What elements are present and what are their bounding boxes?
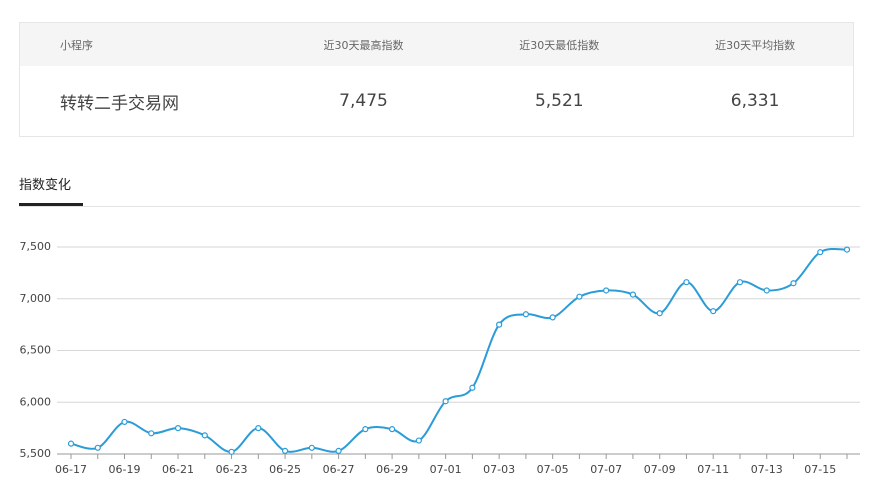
data-point [148,430,155,437]
data-point [790,280,797,287]
table-cell: 6,331 [730,91,780,111]
data-point [389,426,396,433]
x-tick-label: 07-15 [804,463,836,476]
tab[interactable]: 指数变化 [19,178,72,193]
data-point [817,249,824,256]
table-cell: 5,521 [534,91,584,111]
x-tick-label: 06-17 [55,463,87,476]
y-tick-label: 7,000 [20,292,52,305]
x-tick-label: 07-07 [590,463,622,476]
data-point [763,287,770,294]
data-point [121,418,128,426]
header-cell: 近30天最低指数 [519,38,600,52]
y-tick-label: 5,500 [20,447,52,460]
x-tick-label: 07-05 [537,463,569,476]
data-point [576,293,583,300]
data-point [710,308,717,315]
data-point [174,425,182,432]
x-tick-label: 06-21 [162,463,194,476]
x-tick-label: 07-01 [430,463,462,476]
header-cell: 近30天最高指数 [323,38,404,52]
data-point [67,440,75,447]
x-tick-label: 06-25 [269,463,301,476]
y-tick-label: 7,500 [20,240,52,253]
data-point [629,291,637,298]
x-tick-label: 06-27 [323,463,355,476]
x-tick-label: 07-11 [697,463,729,476]
data-point [281,447,289,454]
x-tick-label: 06-19 [109,463,141,476]
tab-underline [19,203,83,206]
data-point [683,279,690,286]
data-point [362,426,369,433]
x-tick-label: 06-23 [216,463,248,476]
x-tick-label: 07-09 [644,463,676,476]
data-point [94,444,101,451]
header-cell: 近30天平均指数 [715,38,796,52]
header-cell: 小程序 [60,38,93,52]
data-point [469,384,476,391]
x-tick-label: 06-29 [376,463,408,476]
x-tick-label: 07-03 [483,463,515,476]
summary-table: 小程序 近30天最高指数 近30天最低指数 近30天平均指数 转转二手交易网 7… [19,22,854,137]
y-tick-label: 6,500 [20,344,52,357]
data-point [736,279,744,286]
data-point [228,448,235,455]
data-point [843,246,851,253]
y-tick-label: 6,000 [20,395,52,408]
data-point [496,321,503,328]
data-point [308,444,315,451]
table-cell: 转转二手交易网 [60,93,179,114]
data-point [335,447,342,454]
data-point [549,314,556,321]
data-point [603,287,610,294]
table-row: 转转二手交易网 7,475 5,521 6,331 [20,66,853,136]
data-point [201,432,208,439]
table-header: 小程序 近30天最高指数 近30天最低指数 近30天平均指数 [20,23,853,66]
data-point [522,311,529,318]
data-point [442,398,449,405]
table-cell: 7,475 [339,91,388,111]
data-point [255,425,262,432]
data-point [656,310,663,317]
data-point [415,437,422,444]
x-tick-label: 07-13 [751,463,783,476]
